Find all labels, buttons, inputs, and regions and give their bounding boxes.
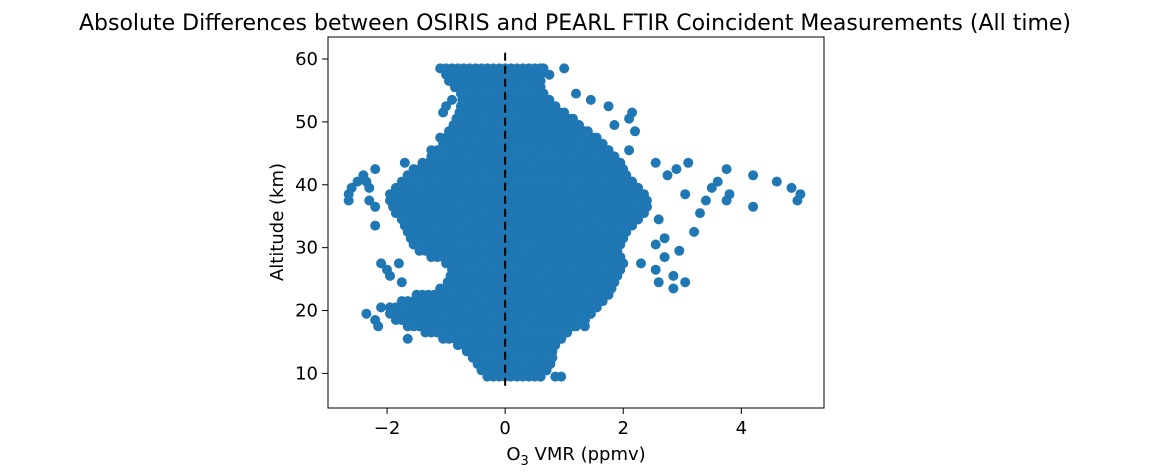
data-point (633, 182, 643, 193)
data-point (538, 63, 549, 74)
data-point (399, 157, 410, 168)
x-axis-label-subscript: 3 (521, 454, 529, 469)
data-point (585, 94, 596, 105)
data-point (435, 63, 446, 74)
data-point (659, 233, 670, 244)
data-point (373, 321, 384, 332)
data-point (426, 145, 437, 156)
data-point (411, 289, 422, 300)
data-point (579, 321, 590, 332)
data-point (659, 252, 670, 263)
x-tick-label: −2 (374, 418, 401, 439)
data-point (668, 270, 679, 281)
data-point (653, 277, 664, 288)
data-point (402, 333, 413, 344)
data-point (792, 195, 803, 206)
y-tick-label: 50 (295, 112, 318, 133)
x-axis-ticks: −2 0 2 4 (374, 408, 747, 439)
data-point (544, 69, 555, 80)
data-point (550, 101, 561, 112)
y-axis-ticks: 10 20 30 40 50 60 (295, 49, 328, 384)
data-point (650, 239, 661, 250)
data-point (370, 164, 381, 175)
y-tick-label: 40 (295, 175, 318, 196)
data-point (385, 270, 395, 281)
data-point (370, 201, 381, 212)
data-point (609, 151, 620, 162)
data-point (638, 189, 649, 200)
x-axis-label: O3 VMR (ppmv) (506, 444, 645, 469)
data-point (721, 195, 732, 206)
data-point (630, 126, 640, 137)
y-tick-label: 30 (295, 238, 318, 259)
data-point (683, 157, 694, 168)
x-tick-label: 0 (499, 418, 510, 439)
y-tick-label: 20 (295, 301, 318, 322)
data-point (603, 145, 614, 156)
data-point (376, 258, 387, 269)
data-point (376, 302, 387, 313)
data-point (568, 113, 578, 124)
data-point (559, 63, 570, 74)
data-point (550, 371, 561, 382)
data-point (706, 182, 717, 193)
data-point (352, 176, 363, 187)
data-point (396, 277, 407, 288)
data-point (653, 214, 664, 225)
y-tick-label: 60 (295, 49, 318, 70)
x-axis-label-suffix: VMR (ppmv) (529, 444, 646, 465)
data-point (346, 182, 357, 193)
data-point (680, 189, 691, 200)
data-point (361, 308, 372, 319)
data-point (624, 113, 635, 124)
data-point (574, 120, 584, 130)
plot-area-frame (327, 36, 825, 409)
data-point (674, 245, 685, 256)
data-point (624, 145, 635, 156)
data-point (700, 195, 711, 206)
data-point (393, 258, 404, 269)
x-tick-label: 2 (618, 418, 629, 439)
data-point (627, 176, 638, 187)
data-points (343, 63, 806, 382)
data-point (591, 132, 602, 143)
x-tick-label: 4 (736, 418, 747, 439)
data-point (650, 264, 661, 275)
data-point (712, 176, 723, 187)
data-point (662, 170, 673, 181)
data-point (695, 208, 705, 219)
data-point (786, 182, 797, 193)
data-point (689, 226, 700, 237)
data-point (582, 126, 593, 137)
data-point (559, 107, 570, 118)
data-point (447, 94, 457, 105)
data-point (447, 69, 457, 80)
data-point (435, 132, 446, 143)
data-point (650, 157, 661, 168)
data-point (748, 170, 759, 181)
data-point (609, 120, 620, 130)
data-point (364, 195, 375, 206)
data-point (615, 157, 626, 168)
data-point (438, 107, 449, 118)
data-point (680, 277, 691, 288)
chart-title: Absolute Differences between OSIRIS and … (79, 11, 1071, 36)
data-point (721, 164, 732, 175)
data-point (597, 138, 608, 149)
data-point (370, 220, 381, 231)
data-point (544, 94, 555, 105)
data-point (771, 176, 782, 187)
y-axis-label: Altitude (km) (267, 163, 288, 281)
data-point (636, 258, 646, 269)
data-point (671, 164, 682, 175)
data-point (748, 201, 759, 212)
data-point (364, 182, 375, 193)
x-axis-label-prefix: O (506, 444, 520, 465)
data-point (603, 101, 614, 112)
y-tick-label: 10 (295, 363, 318, 384)
data-point (571, 88, 581, 99)
data-point (668, 283, 679, 294)
